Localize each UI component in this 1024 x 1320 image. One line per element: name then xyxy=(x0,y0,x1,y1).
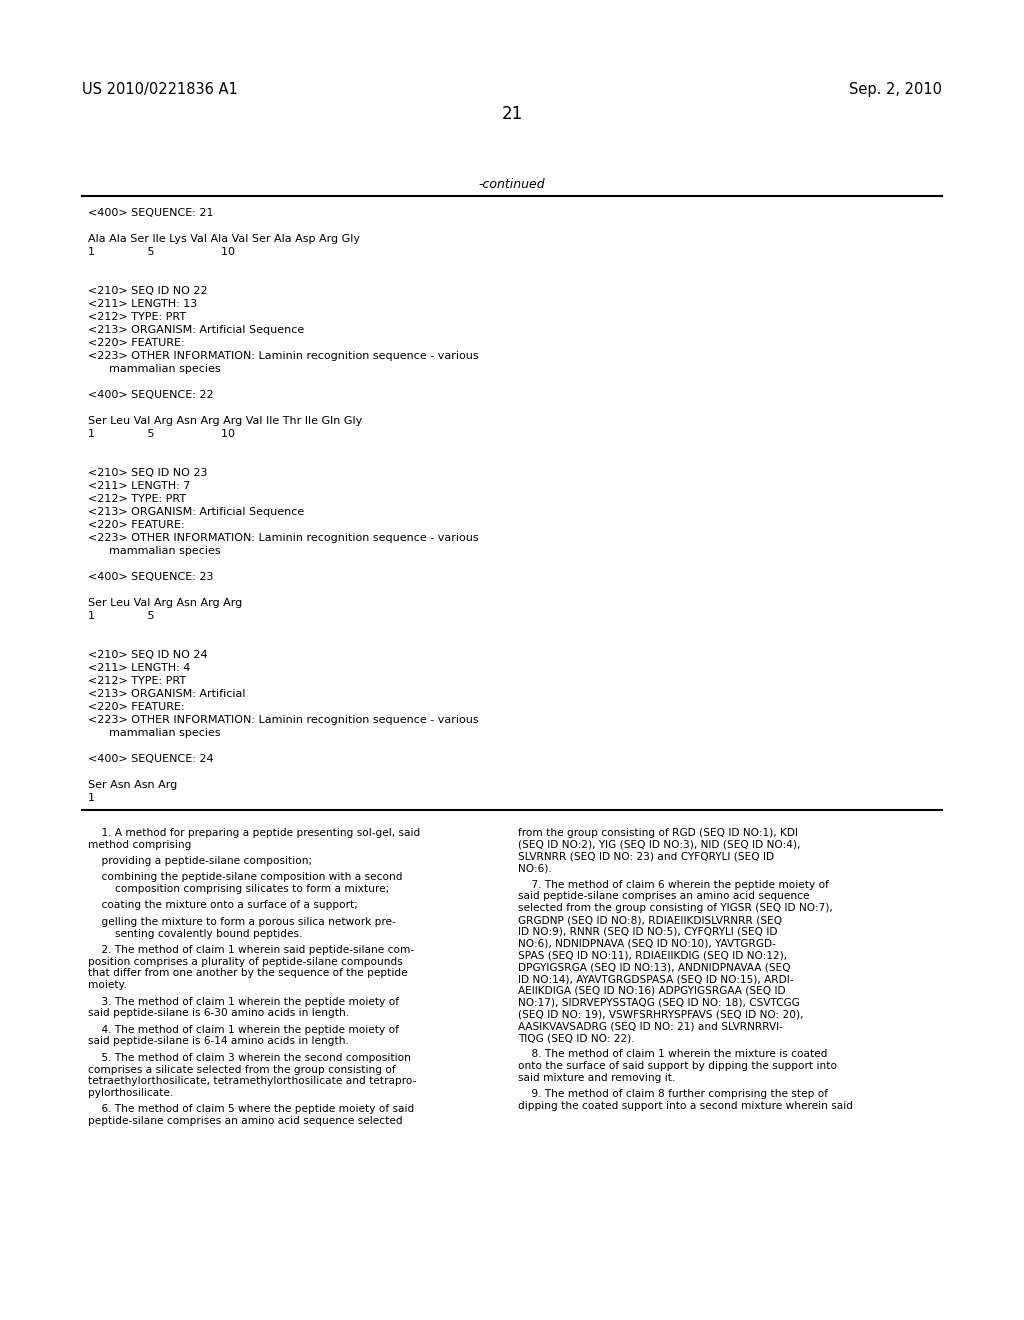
Text: <210> SEQ ID NO 23: <210> SEQ ID NO 23 xyxy=(88,469,208,478)
Text: 9. The method of claim 8 further comprising the step of: 9. The method of claim 8 further compris… xyxy=(518,1089,828,1100)
Text: pylorthosilicate.: pylorthosilicate. xyxy=(88,1088,173,1098)
Text: comprises a silicate selected from the group consisting of: comprises a silicate selected from the g… xyxy=(88,1065,395,1074)
Text: (SEQ ID NO: 19), VSWFSRHRYSPFAVS (SEQ ID NO: 20),: (SEQ ID NO: 19), VSWFSRHRYSPFAVS (SEQ ID… xyxy=(518,1010,804,1019)
Text: <223> OTHER INFORMATION: Laminin recognition sequence - various: <223> OTHER INFORMATION: Laminin recogni… xyxy=(88,533,478,543)
Text: <220> FEATURE:: <220> FEATURE: xyxy=(88,520,184,531)
Text: onto the surface of said support by dipping the support into: onto the surface of said support by dipp… xyxy=(518,1061,837,1072)
Text: senting covalently bound peptides.: senting covalently bound peptides. xyxy=(88,928,302,939)
Text: <212> TYPE: PRT: <212> TYPE: PRT xyxy=(88,676,186,686)
Text: <212> TYPE: PRT: <212> TYPE: PRT xyxy=(88,494,186,504)
Text: mammalian species: mammalian species xyxy=(88,729,220,738)
Text: ID NO:14), AYAVTGRGDSPASA (SEQ ID NO:15), ARDI-: ID NO:14), AYAVTGRGDSPASA (SEQ ID NO:15)… xyxy=(518,974,794,985)
Text: DPGYIGSRGA (SEQ ID NO:13), ANDNIDPNAVAA (SEQ: DPGYIGSRGA (SEQ ID NO:13), ANDNIDPNAVAA … xyxy=(518,962,791,973)
Text: dipping the coated support into a second mixture wherein said: dipping the coated support into a second… xyxy=(518,1101,853,1111)
Text: 8. The method of claim 1 wherein the mixture is coated: 8. The method of claim 1 wherein the mix… xyxy=(518,1049,827,1060)
Text: said peptide-silane is 6-14 amino acids in length.: said peptide-silane is 6-14 amino acids … xyxy=(88,1036,349,1047)
Text: selected from the group consisting of YIGSR (SEQ ID NO:7),: selected from the group consisting of YI… xyxy=(518,903,833,913)
Text: 4. The method of claim 1 wherein the peptide moiety of: 4. The method of claim 1 wherein the pep… xyxy=(88,1024,399,1035)
Text: 3. The method of claim 1 wherein the peptide moiety of: 3. The method of claim 1 wherein the pep… xyxy=(88,997,399,1007)
Text: <210> SEQ ID NO 24: <210> SEQ ID NO 24 xyxy=(88,649,208,660)
Text: mammalian species: mammalian species xyxy=(88,546,220,556)
Text: 1. A method for preparing a peptide presenting sol-gel, said: 1. A method for preparing a peptide pres… xyxy=(88,828,420,838)
Text: 6. The method of claim 5 where the peptide moiety of said: 6. The method of claim 5 where the pepti… xyxy=(88,1105,415,1114)
Text: said peptide-silane comprises an amino acid sequence: said peptide-silane comprises an amino a… xyxy=(518,891,810,902)
Text: AEIIKDIGA (SEQ ID NO:16) ADPGYIGSRGAA (SEQ ID: AEIIKDIGA (SEQ ID NO:16) ADPGYIGSRGAA (S… xyxy=(518,986,785,995)
Text: <213> ORGANISM: Artificial Sequence: <213> ORGANISM: Artificial Sequence xyxy=(88,507,304,517)
Text: Ala Ala Ser Ile Lys Val Ala Val Ser Ala Asp Arg Gly: Ala Ala Ser Ile Lys Val Ala Val Ser Ala … xyxy=(88,234,360,244)
Text: <211> LENGTH: 4: <211> LENGTH: 4 xyxy=(88,663,190,673)
Text: gelling the mixture to form a porous silica network pre-: gelling the mixture to form a porous sil… xyxy=(88,917,395,927)
Text: <213> ORGANISM: Artificial: <213> ORGANISM: Artificial xyxy=(88,689,246,700)
Text: SLVRNRR (SEQ ID NO: 23) and CYFQRYLI (SEQ ID: SLVRNRR (SEQ ID NO: 23) and CYFQRYLI (SE… xyxy=(518,851,774,862)
Text: <220> FEATURE:: <220> FEATURE: xyxy=(88,702,184,711)
Text: combining the peptide-silane composition with a second: combining the peptide-silane composition… xyxy=(88,873,402,882)
Text: moiety.: moiety. xyxy=(88,981,127,990)
Text: <223> OTHER INFORMATION: Laminin recognition sequence - various: <223> OTHER INFORMATION: Laminin recogni… xyxy=(88,715,478,725)
Text: peptide-silane comprises an amino acid sequence selected: peptide-silane comprises an amino acid s… xyxy=(88,1117,402,1126)
Text: 2. The method of claim 1 wherein said peptide-silane com-: 2. The method of claim 1 wherein said pe… xyxy=(88,945,414,954)
Text: coating the mixture onto a surface of a support;: coating the mixture onto a surface of a … xyxy=(88,900,357,911)
Text: mammalian species: mammalian species xyxy=(88,364,220,374)
Text: Ser Leu Val Arg Asn Arg Arg Val Ile Thr Ile Gln Gly: Ser Leu Val Arg Asn Arg Arg Val Ile Thr … xyxy=(88,416,362,426)
Text: US 2010/0221836 A1: US 2010/0221836 A1 xyxy=(82,82,238,96)
Text: <212> TYPE: PRT: <212> TYPE: PRT xyxy=(88,312,186,322)
Text: NO:6), NDNIDPNAVA (SEQ ID NO:10), YAVTGRGD-: NO:6), NDNIDPNAVA (SEQ ID NO:10), YAVTGR… xyxy=(518,939,776,949)
Text: Ser Asn Asn Arg: Ser Asn Asn Arg xyxy=(88,780,177,789)
Text: <223> OTHER INFORMATION: Laminin recognition sequence - various: <223> OTHER INFORMATION: Laminin recogni… xyxy=(88,351,478,360)
Text: <400> SEQUENCE: 23: <400> SEQUENCE: 23 xyxy=(88,572,213,582)
Text: tetraethylorthosilicate, tetramethylorthosilicate and tetrapro-: tetraethylorthosilicate, tetramethylorth… xyxy=(88,1076,417,1086)
Text: 1               5                   10: 1 5 10 xyxy=(88,429,234,440)
Text: Sep. 2, 2010: Sep. 2, 2010 xyxy=(849,82,942,96)
Text: TIQG (SEQ ID NO: 22).: TIQG (SEQ ID NO: 22). xyxy=(518,1034,635,1043)
Text: (SEQ ID NO:2), YIG (SEQ ID NO:3), NID (SEQ ID NO:4),: (SEQ ID NO:2), YIG (SEQ ID NO:3), NID (S… xyxy=(518,840,801,850)
Text: <211> LENGTH: 7: <211> LENGTH: 7 xyxy=(88,480,190,491)
Text: that differ from one another by the sequence of the peptide: that differ from one another by the sequ… xyxy=(88,969,408,978)
Text: from the group consisting of RGD (SEQ ID NO:1), KDI: from the group consisting of RGD (SEQ ID… xyxy=(518,828,798,838)
Text: 1               5: 1 5 xyxy=(88,611,155,620)
Text: 21: 21 xyxy=(502,106,522,123)
Text: said mixture and removing it.: said mixture and removing it. xyxy=(518,1073,676,1082)
Text: providing a peptide-silane composition;: providing a peptide-silane composition; xyxy=(88,857,312,866)
Text: <210> SEQ ID NO 22: <210> SEQ ID NO 22 xyxy=(88,286,208,296)
Text: NO:6).: NO:6). xyxy=(518,863,552,874)
Text: AASIKVAVSADRG (SEQ ID NO: 21) and SLVRNRRVI-: AASIKVAVSADRG (SEQ ID NO: 21) and SLVRNR… xyxy=(518,1022,783,1031)
Text: composition comprising silicates to form a mixture;: composition comprising silicates to form… xyxy=(88,884,389,894)
Text: <400> SEQUENCE: 21: <400> SEQUENCE: 21 xyxy=(88,209,213,218)
Text: <220> FEATURE:: <220> FEATURE: xyxy=(88,338,184,348)
Text: said peptide-silane is 6-30 amino acids in length.: said peptide-silane is 6-30 amino acids … xyxy=(88,1008,349,1019)
Text: <400> SEQUENCE: 24: <400> SEQUENCE: 24 xyxy=(88,754,214,764)
Text: 1: 1 xyxy=(88,793,95,803)
Text: Ser Leu Val Arg Asn Arg Arg: Ser Leu Val Arg Asn Arg Arg xyxy=(88,598,243,609)
Text: ID NO:9), RNNR (SEQ ID NO:5), CYFQRYLI (SEQ ID: ID NO:9), RNNR (SEQ ID NO:5), CYFQRYLI (… xyxy=(518,927,777,937)
Text: <211> LENGTH: 13: <211> LENGTH: 13 xyxy=(88,300,198,309)
Text: 7. The method of claim 6 wherein the peptide moiety of: 7. The method of claim 6 wherein the pep… xyxy=(518,879,828,890)
Text: method comprising: method comprising xyxy=(88,840,191,850)
Text: <400> SEQUENCE: 22: <400> SEQUENCE: 22 xyxy=(88,389,214,400)
Text: -continued: -continued xyxy=(478,178,546,191)
Text: NO:17), SIDRVEPYSSTAQG (SEQ ID NO: 18), CSVTCGG: NO:17), SIDRVEPYSSTAQG (SEQ ID NO: 18), … xyxy=(518,998,800,1007)
Text: SPAS (SEQ ID NO:11), RDIAEIIKDIG (SEQ ID NO:12),: SPAS (SEQ ID NO:11), RDIAEIIKDIG (SEQ ID… xyxy=(518,950,787,961)
Text: <213> ORGANISM: Artificial Sequence: <213> ORGANISM: Artificial Sequence xyxy=(88,325,304,335)
Text: 5. The method of claim 3 wherein the second composition: 5. The method of claim 3 wherein the sec… xyxy=(88,1053,411,1063)
Text: GRGDNP (SEQ ID NO:8), RDIAEIIKDISLVRNRR (SEQ: GRGDNP (SEQ ID NO:8), RDIAEIIKDISLVRNRR … xyxy=(518,915,782,925)
Text: position comprises a plurality of peptide-silane compounds: position comprises a plurality of peptid… xyxy=(88,957,402,966)
Text: 1               5                   10: 1 5 10 xyxy=(88,247,234,257)
